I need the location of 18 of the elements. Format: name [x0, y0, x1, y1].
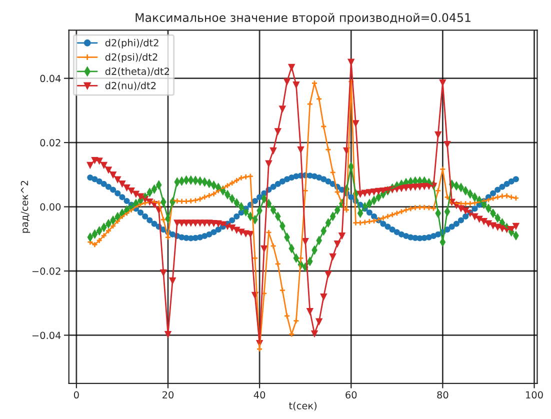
- legend-label: d2(psi)/dt2: [105, 53, 158, 63]
- y-tick-label: −0.04: [32, 332, 61, 340]
- x-axis-title: t(сек): [289, 402, 317, 410]
- y-axis-title: рад/сек^2: [20, 180, 30, 233]
- y-tick-label: 0.02: [40, 139, 60, 146]
- legend-label: d2(phi)/dt2: [105, 38, 158, 48]
- x-tick-label: 100: [526, 391, 543, 399]
- x-tick-label: 80: [437, 391, 448, 399]
- y-tick-label: −0.02: [32, 267, 60, 275]
- legend-label: d2(nu)/dt2: [105, 82, 156, 90]
- y-tick-label: 0.00: [40, 203, 61, 211]
- x-tick-label: 20: [162, 391, 174, 399]
- x-tick-label: 40: [254, 391, 266, 399]
- chart-title: Максимальное значение второй производной=0.0451: [136, 12, 470, 24]
- legend-label: d2(theta)/dt2: [105, 67, 169, 76]
- x-tick-label: 60: [346, 391, 357, 399]
- y-tick-label: 0.04: [40, 74, 61, 82]
- x-tick-label: 0: [74, 391, 79, 399]
